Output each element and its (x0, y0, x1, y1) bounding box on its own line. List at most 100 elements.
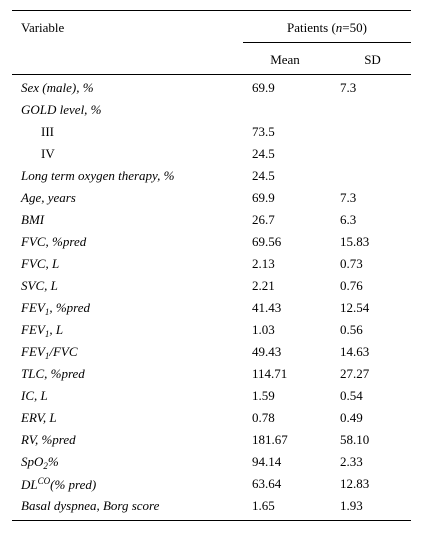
table-row: DLCO(% pred) 63.64 12.83 (12, 473, 411, 495)
row-variable: IC, L (21, 388, 48, 403)
row-variable: Long term oxygen therapy, % (21, 168, 175, 183)
row-variable-main: FEV (21, 322, 45, 337)
row-variable: Basal dyspnea, Borg score (21, 498, 160, 513)
row-sd: 0.56 (340, 322, 363, 337)
table-body: Sex (male), % 69.9 7.3 GOLD level, % III 73.5… (12, 77, 411, 517)
row-variable-main: SpO (21, 454, 44, 469)
table-row: III 73.5 (12, 121, 411, 143)
row-mean: 69.9 (252, 80, 275, 95)
row-variable: RV, %pred (21, 432, 76, 447)
row-variable: IV (41, 146, 55, 161)
row-sd: 15.83 (340, 234, 370, 249)
row-sd: 27.27 (340, 366, 370, 381)
row-mean: 94.14 (252, 454, 282, 469)
header-patients-prefix: Patients ( (287, 20, 336, 35)
row-mean: 26.7 (252, 212, 275, 227)
row-mean: 181.67 (252, 432, 288, 447)
row-mean: 2.21 (252, 278, 275, 293)
table-top-rule (12, 10, 411, 11)
row-sd: 1.93 (340, 498, 363, 513)
row-variable-rest: , L (49, 322, 64, 337)
row-variable: Sex (male), % (21, 80, 94, 95)
row-mean: 24.5 (252, 146, 275, 161)
row-variable: Age, years (21, 190, 76, 205)
row-variable-subscript: 1 (44, 351, 50, 361)
table-row: BMI 26.7 6.3 (12, 209, 411, 231)
row-variable: FEV1, %pred (21, 300, 90, 317)
table-row: IV 24.5 (12, 143, 411, 165)
row-variable: GOLD level, % (21, 102, 102, 117)
row-mean: 24.5 (252, 168, 275, 183)
table-row: FEV1, L 1.03 0.56 (12, 319, 411, 341)
table-row: RV, %pred 181.67 58.10 (12, 429, 411, 451)
row-variable-main: FEV (21, 300, 45, 315)
row-variable-subscript: 2 (43, 461, 48, 471)
row-sd: 0.54 (340, 388, 363, 403)
row-variable-rest: , %pred (49, 300, 91, 315)
row-mean: 114.71 (252, 366, 288, 381)
row-variable-rest: (% pred) (50, 477, 97, 492)
header-bottom-rule (12, 74, 411, 75)
table-row: SVC, L 2.21 0.76 (12, 275, 411, 297)
row-mean: 2.13 (252, 256, 275, 271)
table-row: IC, L 1.59 0.54 (12, 385, 411, 407)
row-variable-rest: /FVC (49, 344, 78, 359)
row-sd: 0.49 (340, 410, 363, 425)
table-row: FEV1/FVC 49.43 14.63 (12, 341, 411, 363)
header-mean: Mean (270, 52, 300, 67)
row-mean: 49.43 (252, 344, 282, 359)
row-sd: 0.76 (340, 278, 363, 293)
row-sd: 14.63 (340, 344, 370, 359)
row-mean: 73.5 (252, 124, 275, 139)
table-row: FVC, %pred 69.56 15.83 (12, 231, 411, 253)
row-sd: 12.83 (340, 476, 370, 491)
header-patients-n: n (335, 20, 343, 35)
row-sd: 12.54 (340, 300, 370, 315)
table-row: Basal dyspnea, Borg score 1.65 1.93 (12, 495, 411, 517)
row-variable-subscript: 1 (44, 329, 50, 339)
row-sd: 58.10 (340, 432, 370, 447)
row-mean: 69.56 (252, 234, 282, 249)
table-row: SpO2% 94.14 2.33 (12, 451, 411, 473)
table-row: GOLD level, % (12, 99, 411, 121)
row-variable: ERV, L (21, 410, 57, 425)
table-row: Age, years 69.9 7.3 (12, 187, 411, 209)
row-variable: FVC, %pred (21, 234, 87, 249)
table-row: FVC, L 2.13 0.73 (12, 253, 411, 275)
row-variable: FEV1, L (21, 322, 63, 339)
row-mean: 0.78 (252, 410, 275, 425)
row-sd: 2.33 (340, 454, 363, 469)
table-row: Sex (male), % 69.9 7.3 (12, 77, 411, 99)
table-row: ERV, L 0.78 0.49 (12, 407, 411, 429)
row-sd: 7.3 (340, 80, 357, 95)
row-mean: 41.43 (252, 300, 282, 315)
row-mean: 63.64 (252, 476, 282, 491)
table-row: Long term oxygen therapy, % 24.5 (12, 165, 411, 187)
row-variable-subscript: 1 (44, 307, 50, 317)
row-mean: 69.9 (252, 190, 275, 205)
row-mean: 1.65 (252, 498, 275, 513)
row-sd: 0.73 (340, 256, 363, 271)
row-mean: 1.03 (252, 322, 275, 337)
row-variable-main: FEV (21, 344, 45, 359)
table-row: TLC, %pred 114.71 27.27 (12, 363, 411, 385)
row-variable: SVC, L (21, 278, 58, 293)
row-mean: 1.59 (252, 388, 275, 403)
row-variable: III (41, 124, 54, 139)
header-patients: Patients (n=50) (243, 20, 411, 36)
row-variable: TLC, %pred (21, 366, 85, 381)
row-variable: FEV1/FVC (21, 344, 78, 361)
row-variable: DLCO(% pred) (21, 476, 96, 493)
table-row: FEV1, %pred 41.43 12.54 (12, 297, 411, 319)
row-variable-superscript: CO (37, 476, 51, 486)
row-variable-main: DL (21, 477, 38, 492)
header-group-rule (243, 42, 411, 43)
header-patients-suffix: =50) (342, 20, 367, 35)
header-sd: SD (364, 52, 381, 67)
row-sd: 7.3 (340, 190, 357, 205)
row-variable-rest: % (47, 454, 59, 469)
row-variable: BMI (21, 212, 45, 227)
row-variable: FVC, L (21, 256, 60, 271)
row-sd: 6.3 (340, 212, 357, 227)
header-variable: Variable (21, 20, 65, 35)
